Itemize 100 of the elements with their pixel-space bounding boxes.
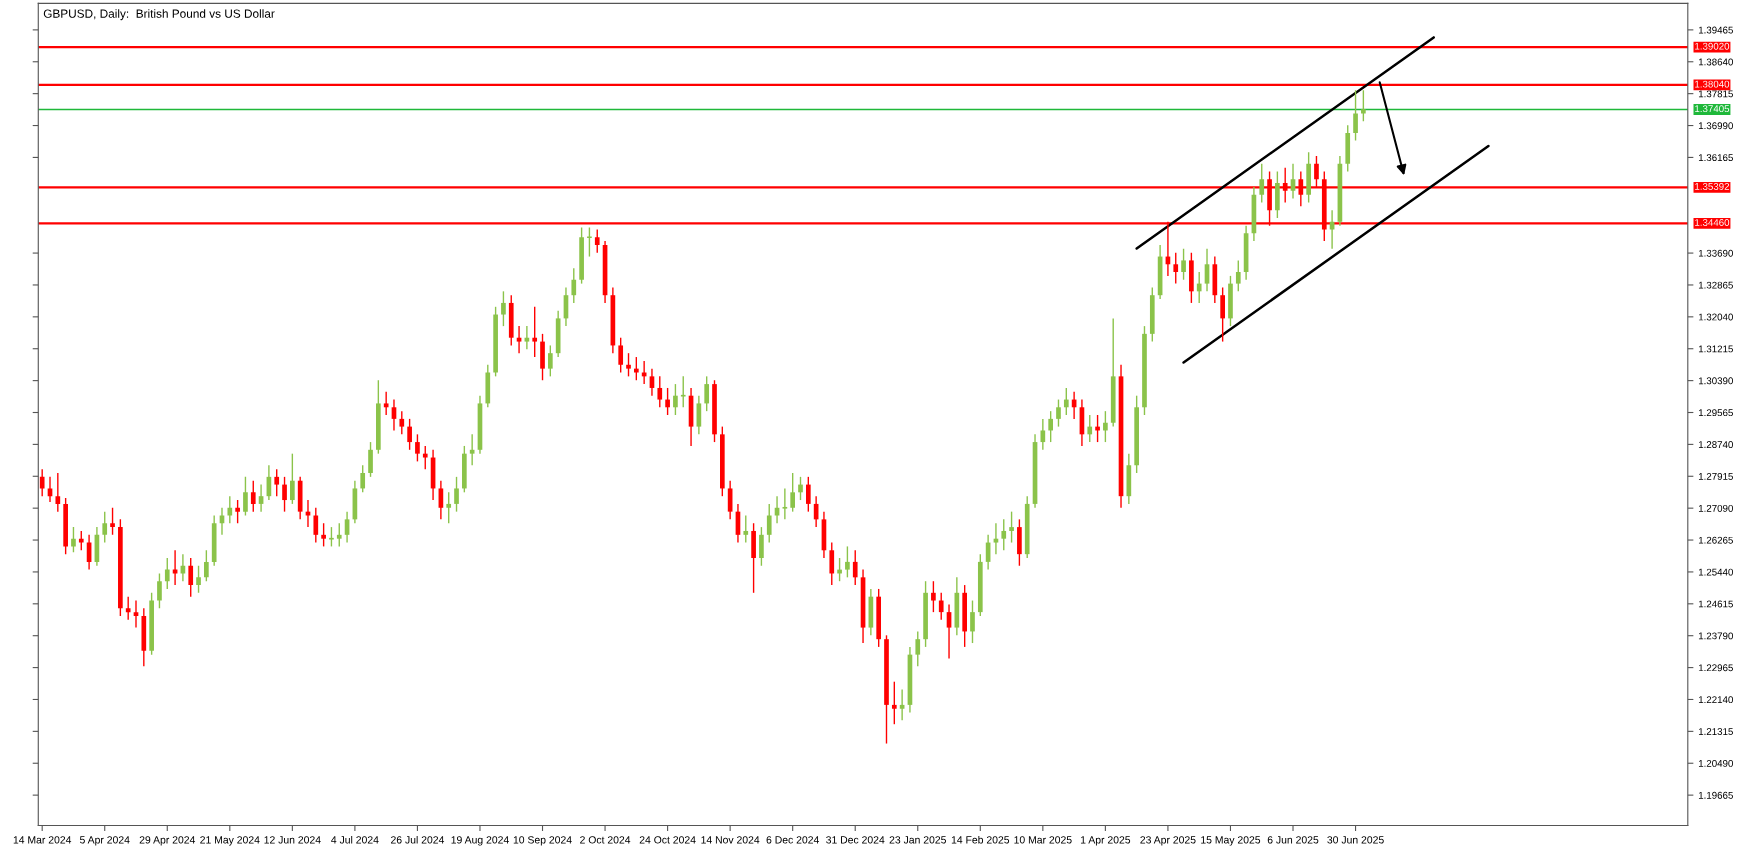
y-tick-label: 1.29565 <box>1698 409 1733 417</box>
chart-title: GBPUSD, Daily: British Pound vs US Dollar <box>43 9 275 21</box>
candlestick <box>204 549 209 582</box>
candlestick <box>1063 387 1069 416</box>
candlestick <box>1353 89 1358 142</box>
x-tick-label: 23 Apr 2025 <box>1140 836 1196 846</box>
x-tick-label: 30 Jun 2025 <box>1327 836 1384 844</box>
candlestick <box>1001 518 1007 551</box>
candlestick <box>891 681 897 725</box>
candlestick <box>594 228 600 254</box>
candlestick <box>781 487 789 521</box>
candlestick <box>743 514 749 544</box>
candlestick <box>399 410 405 436</box>
candlestick <box>1173 251 1179 285</box>
y-tick-label: 1.38640 <box>1698 58 1733 66</box>
candlestick <box>766 503 772 544</box>
candlestick <box>790 472 796 513</box>
candlestick <box>1048 410 1054 443</box>
candlestick <box>626 352 631 378</box>
y-tick-label: 1.27090 <box>1698 504 1733 512</box>
candlestick <box>360 464 366 494</box>
x-tick-label: 31 Dec 2024 <box>826 836 885 844</box>
candlestick <box>1056 398 1061 428</box>
ref-line-label: 1.38040 <box>1695 80 1730 88</box>
x-tick-label: 10 Mar 2025 <box>1014 836 1072 844</box>
ref-line-label: 1.37405 <box>1695 105 1730 113</box>
x-tick-label: 24 Oct 2024 <box>639 836 696 844</box>
candlestick <box>673 383 678 416</box>
candlestick <box>931 580 936 613</box>
candlestick <box>125 595 131 621</box>
y-tick-label: 1.25440 <box>1698 568 1733 576</box>
candlestick <box>422 445 428 470</box>
candlestick <box>633 356 639 381</box>
ref-line-label: 1.34460 <box>1695 219 1730 226</box>
candlestick <box>798 476 803 501</box>
candlestick <box>321 522 326 548</box>
candlestick <box>704 375 710 412</box>
y-tick-label: 1.24615 <box>1698 600 1733 608</box>
y-tick-label: 1.37815 <box>1698 90 1733 98</box>
candlestick <box>938 592 944 621</box>
x-tick-label: 4 Jul 2024 <box>331 835 379 844</box>
candlestick <box>336 522 342 548</box>
candlestick <box>501 290 506 327</box>
candlestick <box>1009 510 1014 544</box>
candlestick <box>547 344 553 378</box>
x-tick-label: 6 Jun 2025 <box>1267 836 1319 844</box>
y-tick-label: 1.22140 <box>1698 696 1733 704</box>
candlestick <box>250 480 256 513</box>
x-tick-label: 14 Nov 2024 <box>701 836 760 844</box>
y-tick-label: 1.19665 <box>1698 791 1733 799</box>
x-tick-label: 29 Apr 2024 <box>139 836 196 846</box>
candlestick <box>446 491 452 524</box>
candlestick <box>196 565 201 594</box>
y-tick-label: 1.32040 <box>1698 313 1733 321</box>
x-tick-label: 14 Feb 2025 <box>951 835 1010 844</box>
x-tick-label: 6 Dec 2024 <box>766 836 820 844</box>
ref-line-label: 1.35392 <box>1695 183 1730 190</box>
candlestick <box>235 499 240 524</box>
x-tick-label: 21 May 2024 <box>200 836 260 846</box>
y-tick-label: 1.33690 <box>1698 249 1733 257</box>
y-tick-label: 1.36165 <box>1698 154 1733 162</box>
candlestick <box>829 541 835 586</box>
candlestick <box>680 375 687 408</box>
y-tick-label: 1.28740 <box>1698 441 1733 449</box>
candlestick <box>110 507 115 536</box>
candlestick <box>1259 163 1265 204</box>
candlestick <box>39 468 45 497</box>
candlestick <box>157 572 162 609</box>
candlestick <box>618 337 624 374</box>
y-tick-label: 1.30390 <box>1698 377 1733 385</box>
candlestick <box>571 267 577 304</box>
candlestick <box>227 495 233 524</box>
candlestick <box>1220 286 1225 343</box>
x-tick-label: 14 Mar 2024 <box>13 836 72 844</box>
candlestick <box>1181 248 1186 281</box>
x-tick-label: 1 Apr 2025 <box>1080 836 1131 846</box>
candlestick <box>313 507 319 544</box>
y-tick-label: 1.36990 <box>1698 122 1733 130</box>
candlestick <box>1103 410 1108 443</box>
candlestick <box>586 226 593 258</box>
candlestick <box>852 549 858 586</box>
candlestick <box>55 472 61 513</box>
x-tick-label: 10 Sep 2024 <box>513 836 572 846</box>
y-tick-label: 1.26265 <box>1698 536 1733 544</box>
x-tick-label: 2 Oct 2024 <box>580 836 631 844</box>
candlestick <box>383 391 389 416</box>
candlestick <box>290 452 295 505</box>
y-tick-label: 1.27915 <box>1698 473 1733 480</box>
candlestick <box>102 510 108 544</box>
x-tick-label: 12 Jun 2024 <box>264 836 321 844</box>
candlestick <box>759 526 764 567</box>
candlestick <box>1235 259 1241 293</box>
candlestick <box>845 545 850 579</box>
y-tick-label: 1.39465 <box>1698 26 1733 34</box>
candlestick <box>915 630 921 667</box>
candlestick <box>469 433 475 466</box>
x-tick-label: 5 Apr 2024 <box>79 836 130 846</box>
y-tick-label: 1.23790 <box>1698 632 1733 640</box>
candlestick <box>415 433 420 463</box>
candlestick <box>407 418 412 451</box>
